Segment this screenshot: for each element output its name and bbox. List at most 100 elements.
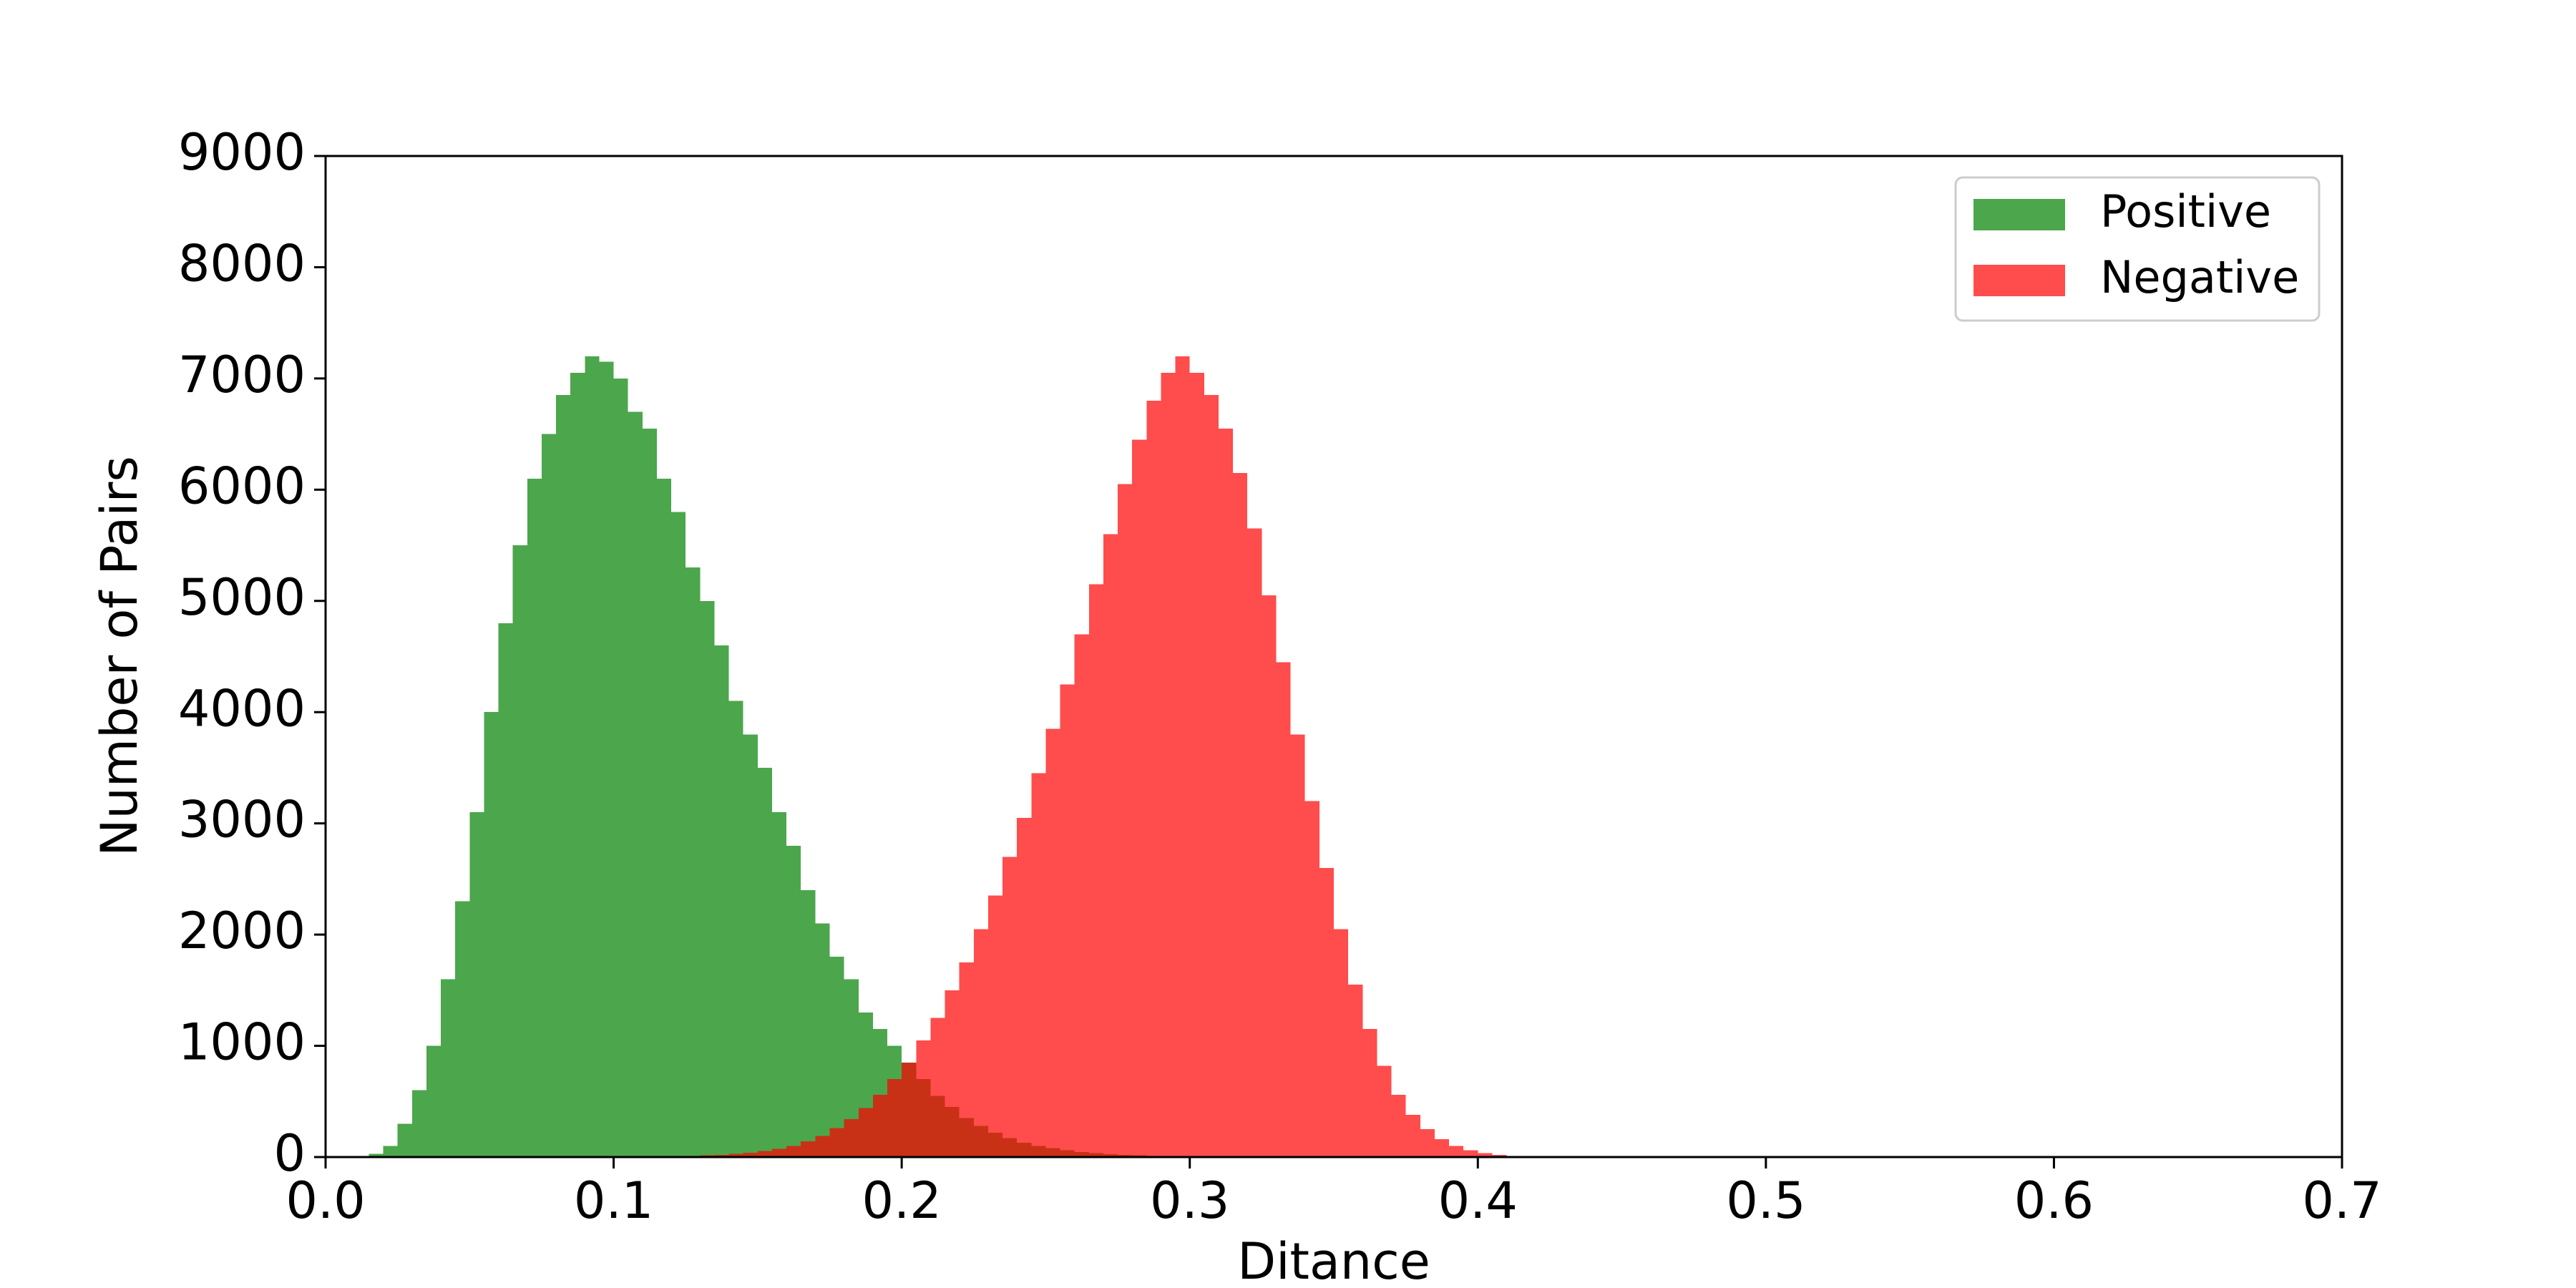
histogram-bar: [628, 411, 643, 1157]
histogram-bar: [786, 845, 801, 1157]
histogram-bar: [1304, 801, 1319, 1157]
histogram-bar: [801, 1141, 816, 1157]
histogram-bar: [945, 990, 960, 1157]
histogram-bar: [987, 895, 1003, 1157]
histogram-bar: [930, 1018, 945, 1157]
histogram-bar: [1262, 595, 1277, 1157]
histogram-bar: [599, 361, 614, 1157]
histogram-bar: [872, 1094, 888, 1157]
histogram-bar: [1060, 684, 1075, 1157]
legend-label: Negative: [2100, 251, 2299, 303]
histogram-bar: [786, 1146, 801, 1157]
histogram-bar: [1405, 1114, 1420, 1157]
histogram-bar: [541, 434, 557, 1157]
histogram-bar: [512, 545, 527, 1157]
histogram-bar: [1478, 1153, 1493, 1157]
histogram-bar: [1492, 1154, 1507, 1157]
x-tick-label: 0.3: [1150, 1171, 1229, 1230]
histogram-bar: [1146, 400, 1161, 1157]
legend: Positive Negative: [1954, 176, 2321, 322]
histogram-bar: [771, 1148, 787, 1157]
histogram-bar: [1348, 985, 1363, 1157]
histogram-bar: [1017, 817, 1032, 1157]
histogram-bar: [1247, 528, 1262, 1157]
histogram-bar: [1319, 867, 1334, 1157]
histogram-bar: [671, 512, 686, 1157]
y-tick-label: 2000: [178, 902, 306, 960]
series-1: [671, 356, 1536, 1157]
histogram-bar: [1189, 373, 1204, 1157]
histogram-bar: [1233, 473, 1248, 1157]
histogram-bar: [1088, 584, 1103, 1157]
histogram-bar: [1449, 1146, 1464, 1157]
histogram-bar: [829, 957, 844, 1157]
histogram-bar: [426, 1045, 441, 1157]
histogram-bar: [1218, 428, 1234, 1157]
histogram-bar: [1276, 662, 1291, 1157]
histogram-bar: [916, 1040, 931, 1157]
legend-label: Positive: [2100, 185, 2271, 238]
histogram-bar: [959, 962, 974, 1157]
histogram-bar: [585, 356, 600, 1157]
x-axis-label: Ditance: [1237, 1232, 1430, 1288]
histogram-bar: [902, 1062, 917, 1157]
histogram-bar: [1391, 1094, 1406, 1157]
histogram-bar: [397, 1123, 412, 1157]
x-tick-label: 0.4: [1438, 1171, 1518, 1230]
histogram-bar: [714, 1154, 729, 1157]
histogram-bar: [498, 623, 513, 1157]
x-tick-label: 0.2: [862, 1171, 941, 1230]
histogram-bar: [1175, 356, 1190, 1157]
histogram-bar: [700, 600, 715, 1157]
histogram-bar: [369, 1153, 384, 1157]
histogram-bar: [858, 1108, 873, 1157]
histogram-bar: [1074, 634, 1089, 1157]
histogram-bar: [484, 712, 499, 1157]
histogram-bar: [441, 979, 456, 1157]
histogram-bar: [383, 1146, 398, 1157]
x-tick-label: 0.0: [286, 1171, 365, 1230]
histogram-bar: [743, 1152, 758, 1157]
histogram-bar: [570, 373, 585, 1157]
y-tick-label: 4000: [178, 679, 306, 738]
histogram-bar: [1161, 373, 1176, 1157]
histogram-bar: [728, 701, 743, 1157]
x-tick-label: 0.7: [2302, 1171, 2381, 1230]
histogram-bar: [556, 395, 571, 1157]
legend-swatch: [1974, 199, 2065, 230]
legend-swatch: [1974, 265, 2065, 296]
y-tick-label: 6000: [178, 457, 306, 515]
x-tick-label: 0.5: [1726, 1171, 1805, 1230]
y-tick-label: 8000: [178, 234, 306, 293]
histogram-bar: [743, 734, 758, 1157]
histogram-bar: [1045, 728, 1060, 1157]
histogram-bar: [801, 889, 816, 1157]
histogram-bar: [815, 1136, 830, 1157]
histogram-bar: [771, 812, 787, 1157]
y-tick-label: 9000: [178, 123, 306, 182]
histogram-bar: [1420, 1129, 1435, 1157]
y-tick-label: 0: [273, 1124, 306, 1183]
histogram-bar: [686, 567, 701, 1157]
histogram-bar: [714, 645, 729, 1157]
histogram-bar: [1002, 857, 1018, 1157]
plot-frame: [324, 155, 2343, 1158]
histogram-bar: [613, 378, 628, 1157]
y-tick-label: 3000: [178, 791, 306, 849]
y-tick-label: 1000: [178, 1013, 306, 1072]
histogram-bar: [1290, 734, 1305, 1157]
histogram-bar: [455, 901, 470, 1157]
histogram-bar: [656, 478, 672, 1157]
histogram-bar: [815, 923, 830, 1157]
histogram-bar: [642, 428, 657, 1157]
x-tick-label: 0.1: [574, 1171, 653, 1230]
histogram-bar: [527, 478, 542, 1157]
histogram-bar: [844, 979, 859, 1157]
histogram-bar: [1334, 929, 1349, 1157]
histogram-bar: [1362, 1029, 1377, 1157]
histogram-bar: [1103, 534, 1118, 1157]
histogram-bar: [844, 1119, 859, 1157]
histogram-bar: [1463, 1150, 1478, 1157]
series-0: [369, 356, 1176, 1157]
histogram-bar: [469, 812, 484, 1157]
